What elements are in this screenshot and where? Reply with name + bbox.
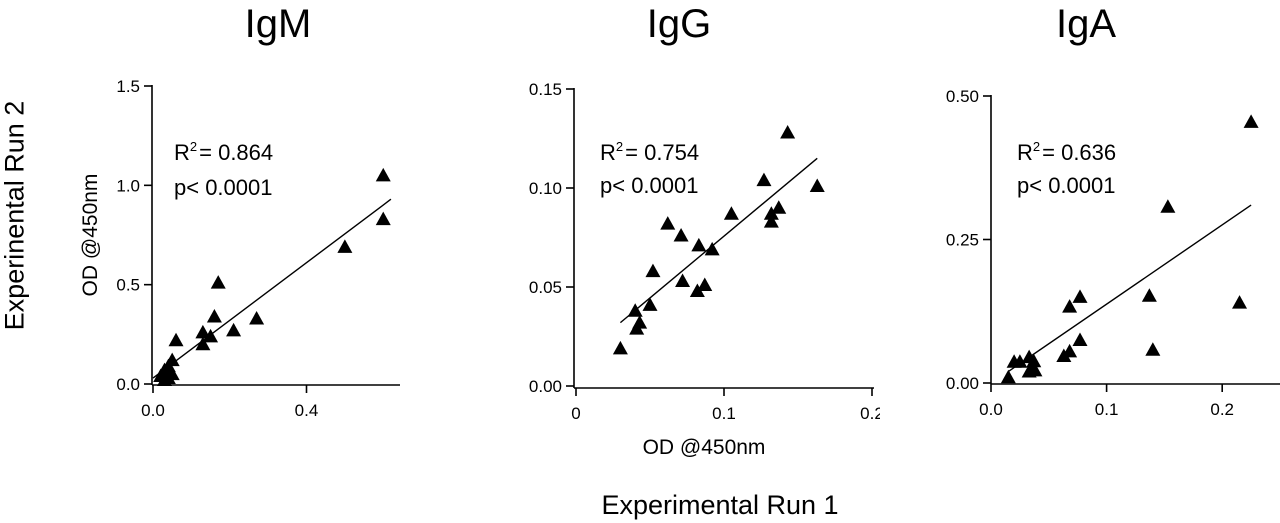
data-point <box>689 283 705 297</box>
data-point <box>210 275 226 289</box>
data-point <box>168 332 184 347</box>
data-point <box>157 372 173 387</box>
regression-line <box>1007 204 1252 373</box>
data-point <box>756 172 772 187</box>
data-point <box>1072 332 1088 346</box>
data-point <box>195 324 211 339</box>
data-point <box>1232 295 1248 309</box>
y-tick-label: 0.00 <box>529 377 562 396</box>
data-point <box>1072 289 1088 303</box>
data-point <box>375 211 391 226</box>
x-tick-label: 0.1 <box>712 404 736 423</box>
data-point <box>337 239 353 253</box>
p-value-annotation: p< 0.0001 <box>600 173 698 198</box>
data-point <box>1160 199 1176 213</box>
data-point <box>763 214 779 228</box>
data-point <box>697 277 713 292</box>
data-point <box>226 322 242 337</box>
x-tick-label: 0 <box>571 404 580 423</box>
x-axis-label: OD @450nm <box>643 436 766 459</box>
data-point <box>629 321 645 335</box>
data-point <box>195 336 211 351</box>
data-point <box>627 303 643 317</box>
y-tick-label: 0.50 <box>946 87 979 106</box>
y-tick-label: 0.00 <box>946 374 979 393</box>
x-tick-label: 0.1 <box>1095 400 1119 419</box>
figure-x-label: Experimental Run 1 <box>601 490 839 520</box>
r-squared-annotation: R2= 0.864 <box>174 139 273 165</box>
data-point <box>1000 369 1016 384</box>
data-point <box>771 200 787 214</box>
data-point <box>642 297 658 311</box>
r-squared-annotation: R2= 0.754 <box>600 139 699 165</box>
data-point <box>1141 288 1157 302</box>
regression-line <box>152 198 392 379</box>
data-point <box>660 216 676 230</box>
r-squared-annotation: R2= 0.636 <box>1017 139 1116 165</box>
y-tick-label: 0.10 <box>529 179 562 198</box>
data-point <box>612 340 628 355</box>
x-tick-label: 0.4 <box>295 401 319 420</box>
data-point <box>1056 348 1072 363</box>
chart-title-igg: IgG <box>646 2 712 46</box>
data-point <box>1145 342 1161 356</box>
scatter-plot-igg: 0 0.1 0.2 0.00 0.05 0.10 0.15 OD @450nm R2= 0.75… <box>529 80 880 459</box>
data-point <box>375 167 391 182</box>
data-point <box>1062 299 1078 313</box>
regression-line <box>619 157 818 324</box>
x-tick-label: 0.0 <box>141 401 165 420</box>
p-value-annotation: p< 0.0001 <box>1017 173 1115 198</box>
y-tick-label: 0.5 <box>116 276 140 295</box>
data-point <box>704 241 720 256</box>
data-point <box>723 206 739 220</box>
data-point <box>1243 114 1259 128</box>
data-point <box>809 178 825 193</box>
data-point <box>1027 362 1043 377</box>
data-point <box>1012 354 1028 368</box>
data-point <box>780 125 796 139</box>
data-point <box>203 328 219 343</box>
y-tick-label: 1.0 <box>116 176 140 195</box>
chart-title-igm: IgM <box>244 2 312 46</box>
y-tick-label: 1.5 <box>116 77 140 96</box>
chart-title-iga: IgA <box>1055 2 1117 46</box>
data-point <box>1021 349 1037 364</box>
data-point <box>249 310 265 325</box>
data-point <box>206 308 222 323</box>
y-tick-label: 0.25 <box>946 231 979 250</box>
data-point <box>763 206 779 220</box>
y-tick-label: 0.15 <box>529 80 562 99</box>
scatter-plot-iga: 0.0 0.1 0.2 0.00 0.25 0.50 R2= 0.636 p< 0.0001 <box>946 87 1280 419</box>
x-tick-label: 0.2 <box>860 404 880 423</box>
x-tick-label: 0.0 <box>979 400 1003 419</box>
y-tick-label: 0.05 <box>529 278 562 297</box>
data-point <box>673 228 689 242</box>
data-point <box>645 263 661 278</box>
y-tick-label: 0.0 <box>116 375 140 394</box>
data-point <box>675 273 691 288</box>
y-axis-label: OD @450nm <box>79 174 102 297</box>
p-value-annotation: p< 0.0001 <box>174 175 272 200</box>
x-tick-label: 0.2 <box>1210 400 1234 419</box>
data-point <box>691 237 707 252</box>
